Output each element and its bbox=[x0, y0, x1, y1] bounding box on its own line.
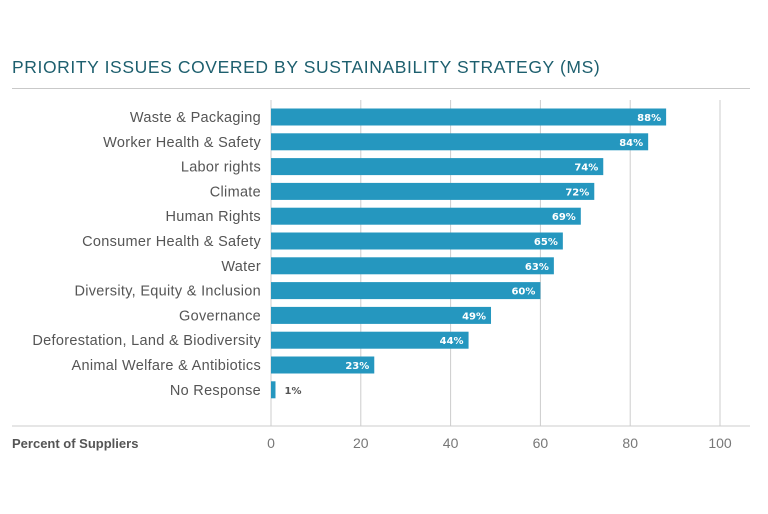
chart-title: PRIORITY ISSUES COVERED BY SUSTAINABILIT… bbox=[12, 57, 601, 77]
value-label: 60% bbox=[511, 287, 535, 298]
bar bbox=[271, 108, 667, 126]
value-label: 69% bbox=[552, 212, 576, 223]
bar bbox=[271, 381, 276, 399]
bar bbox=[271, 356, 375, 374]
value-label: 49% bbox=[462, 311, 486, 322]
bar bbox=[271, 232, 563, 250]
value-label: 65% bbox=[534, 237, 558, 248]
bar bbox=[271, 182, 595, 200]
x-tick-label: 60 bbox=[533, 435, 549, 451]
category-label: No Response bbox=[170, 383, 261, 399]
category-label: Labor rights bbox=[181, 160, 261, 176]
title-divider bbox=[12, 88, 750, 89]
category-label: Governance bbox=[179, 308, 261, 324]
x-tick-label: 40 bbox=[443, 435, 459, 451]
bar bbox=[271, 158, 604, 176]
value-label: 23% bbox=[345, 361, 369, 372]
value-labels: 88% 84% 74% 72% 69% 65% 63% 60% 49% 44% 23% 1% bbox=[284, 113, 661, 397]
category-label: Water bbox=[221, 259, 261, 275]
bars bbox=[271, 108, 667, 399]
bar bbox=[271, 306, 492, 324]
value-label: 63% bbox=[525, 262, 549, 273]
x-axis-ticks: 0 20 40 60 80 100 bbox=[267, 435, 732, 451]
category-label: Waste & Packaging bbox=[130, 110, 261, 126]
category-label: Deforestation, Land & Biodiversity bbox=[32, 333, 261, 349]
x-tick-label: 20 bbox=[353, 435, 369, 451]
bar bbox=[271, 282, 541, 300]
x-tick-label: 80 bbox=[622, 435, 638, 451]
value-label: 88% bbox=[637, 113, 661, 124]
category-labels: Waste & Packaging Worker Health & Safety L… bbox=[32, 110, 261, 399]
bar bbox=[271, 133, 649, 151]
value-label: 44% bbox=[440, 336, 464, 347]
category-label: Worker Health & Safety bbox=[103, 135, 261, 151]
bar bbox=[271, 257, 554, 275]
category-label: Consumer Health & Safety bbox=[82, 234, 261, 250]
category-label: Animal Welfare & Antibiotics bbox=[72, 358, 261, 374]
category-label: Climate bbox=[210, 184, 261, 200]
x-axis-label: Percent of Suppliers bbox=[12, 436, 138, 451]
value-label: 1% bbox=[284, 386, 301, 397]
value-label: 84% bbox=[619, 138, 643, 149]
x-tick-label: 100 bbox=[708, 435, 732, 451]
bar bbox=[271, 331, 469, 349]
x-tick-label: 0 bbox=[267, 435, 275, 451]
category-label: Human Rights bbox=[166, 209, 261, 225]
category-label: Diversity, Equity & Inclusion bbox=[74, 284, 261, 300]
value-label: 74% bbox=[574, 163, 598, 174]
bar bbox=[271, 207, 581, 225]
value-label: 72% bbox=[565, 187, 589, 198]
